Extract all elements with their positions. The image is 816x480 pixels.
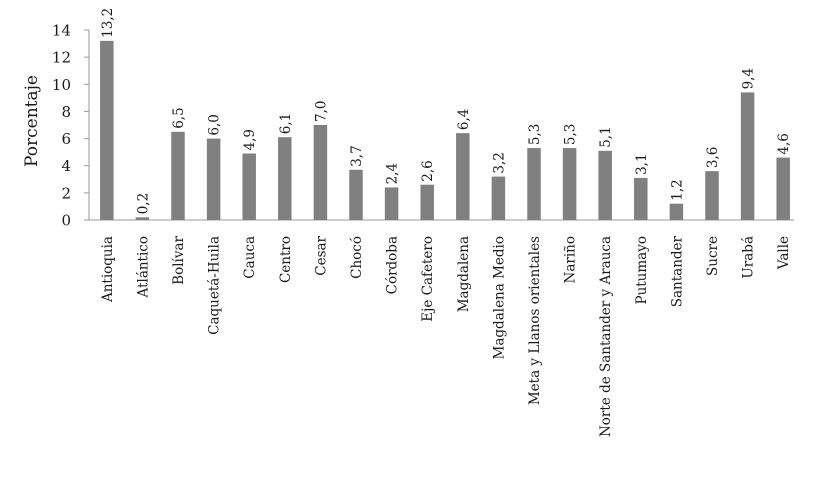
data-label: 3,7 (349, 145, 365, 166)
data-label: 0,2 (135, 193, 151, 214)
y-tick-label: 10 (52, 76, 71, 94)
data-label: 4,9 (242, 129, 258, 150)
bar (349, 169, 363, 220)
bar (384, 187, 399, 220)
y-axis: 0 2 4 6 8 10 12 14 (52, 22, 90, 230)
bar (171, 131, 185, 220)
bar (776, 157, 790, 220)
x-tick-label: Centro (278, 236, 294, 283)
x-tick-label: Putumayo (634, 236, 650, 305)
x-tick-label: Sucre (705, 236, 721, 276)
y-tick-label: 2 (61, 184, 71, 202)
x-tick-label: Cauca (242, 236, 258, 279)
x-tick-label: Eje Cafetero (420, 236, 436, 322)
data-labels-group: 13,2 0,2 6,5 6,0 4,9 6,1 7,0 3,7 2,4 2,6 6,4 3,2 5,3… (100, 8, 792, 214)
bar (491, 176, 506, 220)
data-label: 1,2 (669, 179, 685, 200)
x-tick-label: Magdalena (456, 236, 472, 312)
y-tick-label: 12 (52, 49, 71, 67)
bar (527, 148, 541, 220)
data-label: 3,2 (491, 152, 507, 173)
data-label: 5,3 (563, 124, 579, 145)
x-tick-label: Chocó (349, 236, 365, 279)
x-tick-label: Magdalena Medio (491, 236, 507, 359)
data-label: 2,6 (420, 160, 436, 181)
y-tick-label: 14 (52, 22, 71, 40)
data-label: 6,5 (171, 107, 187, 128)
x-tick-label: Norte de Santander y Arauca (598, 236, 614, 437)
x-tick-label: Valle (776, 236, 792, 270)
data-label: 2,4 (385, 163, 401, 184)
x-tick-label: Cesar (313, 235, 329, 275)
x-tick-label: Caquetá-Huila (207, 236, 223, 335)
x-tick-label: Meta y Llanos orientales (527, 236, 543, 405)
data-label: 6,0 (207, 114, 223, 135)
x-tick-label: Santander (669, 235, 685, 307)
y-tick-label: 8 (61, 103, 71, 121)
x-tick-label: Antioquia (100, 236, 116, 303)
data-label: 4,6 (776, 133, 792, 154)
data-label: 5,3 (527, 124, 543, 145)
y-tick-label: 4 (61, 157, 71, 175)
bar (100, 40, 114, 220)
bar (420, 184, 434, 220)
bar (562, 148, 577, 220)
data-label: 9,4 (741, 68, 757, 89)
data-label: 3,6 (705, 147, 721, 168)
data-label: 7,0 (313, 101, 329, 122)
bar (278, 137, 292, 220)
x-tick-label: Urabá (741, 236, 757, 279)
bar (242, 153, 256, 220)
data-label: 13,2 (100, 8, 116, 38)
bars-group (100, 40, 790, 220)
bar (598, 150, 612, 220)
x-tick-label: Bolívar (171, 235, 187, 284)
bar (634, 177, 648, 220)
x-tick-label: Atlántico (135, 236, 151, 298)
bar (705, 171, 719, 220)
bar (456, 133, 470, 220)
x-tick-label: Córdoba (385, 236, 401, 294)
bar (206, 138, 221, 220)
bar (313, 125, 328, 220)
data-label: 6,1 (278, 113, 294, 134)
x-tick-label: Nariño (563, 236, 579, 283)
y-tick-label: 0 (61, 212, 71, 230)
bar (740, 92, 755, 220)
data-label: 3,1 (634, 153, 650, 174)
bar (135, 217, 150, 220)
data-label: 5,1 (598, 126, 614, 147)
x-tick-labels-group: Antioquia Atlántico Bolívar Caquetá-Huila Ca… (100, 235, 792, 437)
bar (669, 203, 684, 220)
data-label: 6,4 (456, 109, 472, 130)
y-axis-title: Porcentaje (22, 75, 42, 167)
y-tick-label: 6 (61, 130, 71, 148)
